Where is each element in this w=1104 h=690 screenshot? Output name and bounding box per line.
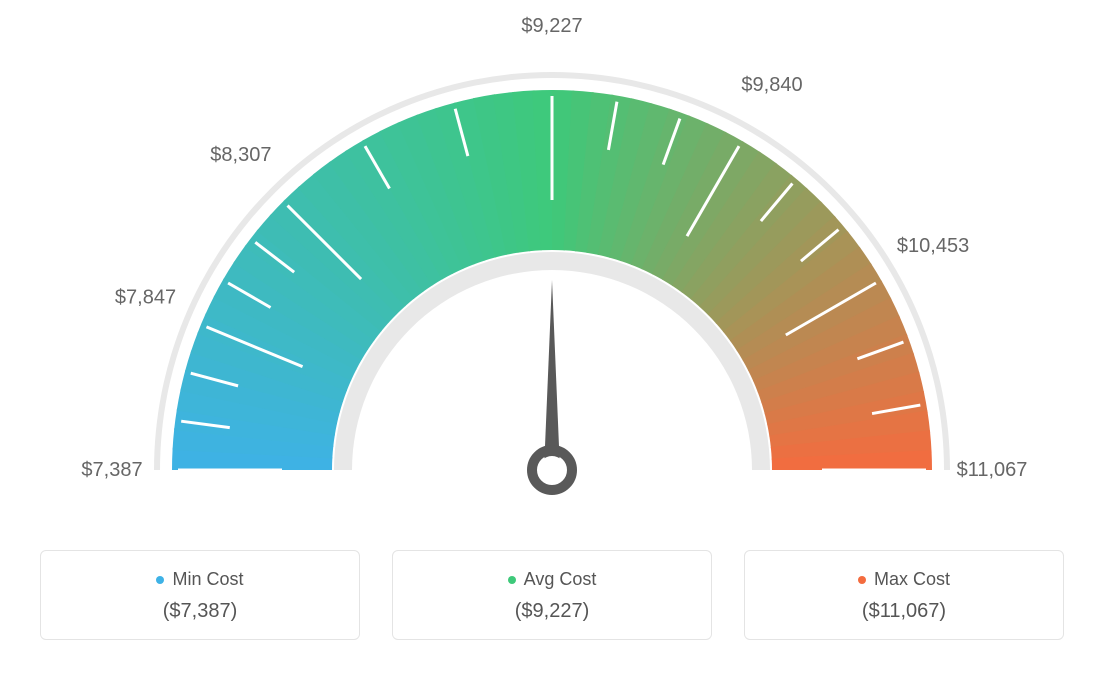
avg-cost-card: Avg Cost ($9,227): [392, 550, 712, 640]
svg-text:$9,227: $9,227: [521, 15, 582, 37]
max-dot-icon: [858, 576, 866, 584]
min-dot-icon: [156, 576, 164, 584]
min-cost-label: Min Cost: [172, 569, 243, 590]
max-cost-card: Max Cost ($11,067): [744, 550, 1064, 640]
summary-cards: Min Cost ($7,387) Avg Cost ($9,227) Max …: [0, 550, 1104, 640]
max-cost-value: ($11,067): [755, 600, 1053, 623]
gauge-svg: $7,387 $7,847 $8,307 $9,227 $9,840 $10,453 $11…: [0, 0, 1104, 540]
svg-text:$10,453: $10,453: [897, 235, 969, 257]
min-cost-title: Min Cost: [156, 569, 243, 590]
gauge-chart-container: $7,387 $7,847 $8,307 $9,227 $9,840 $10,453 $11…: [0, 0, 1104, 690]
max-cost-title: Max Cost: [858, 569, 950, 590]
max-cost-label: Max Cost: [874, 569, 950, 590]
svg-text:$8,307: $8,307: [210, 144, 271, 166]
avg-cost-label: Avg Cost: [524, 569, 597, 590]
avg-cost-value: ($9,227): [403, 600, 701, 623]
svg-text:$7,847: $7,847: [115, 287, 176, 309]
avg-cost-title: Avg Cost: [508, 569, 597, 590]
min-cost-card: Min Cost ($7,387): [40, 550, 360, 640]
svg-text:$9,840: $9,840: [741, 74, 802, 96]
avg-dot-icon: [508, 576, 516, 584]
svg-text:$11,067: $11,067: [957, 459, 1028, 481]
gauge-area: $7,387 $7,847 $8,307 $9,227 $9,840 $10,453 $11…: [0, 0, 1104, 540]
svg-text:$7,387: $7,387: [81, 459, 142, 481]
min-cost-value: ($7,387): [51, 600, 349, 623]
